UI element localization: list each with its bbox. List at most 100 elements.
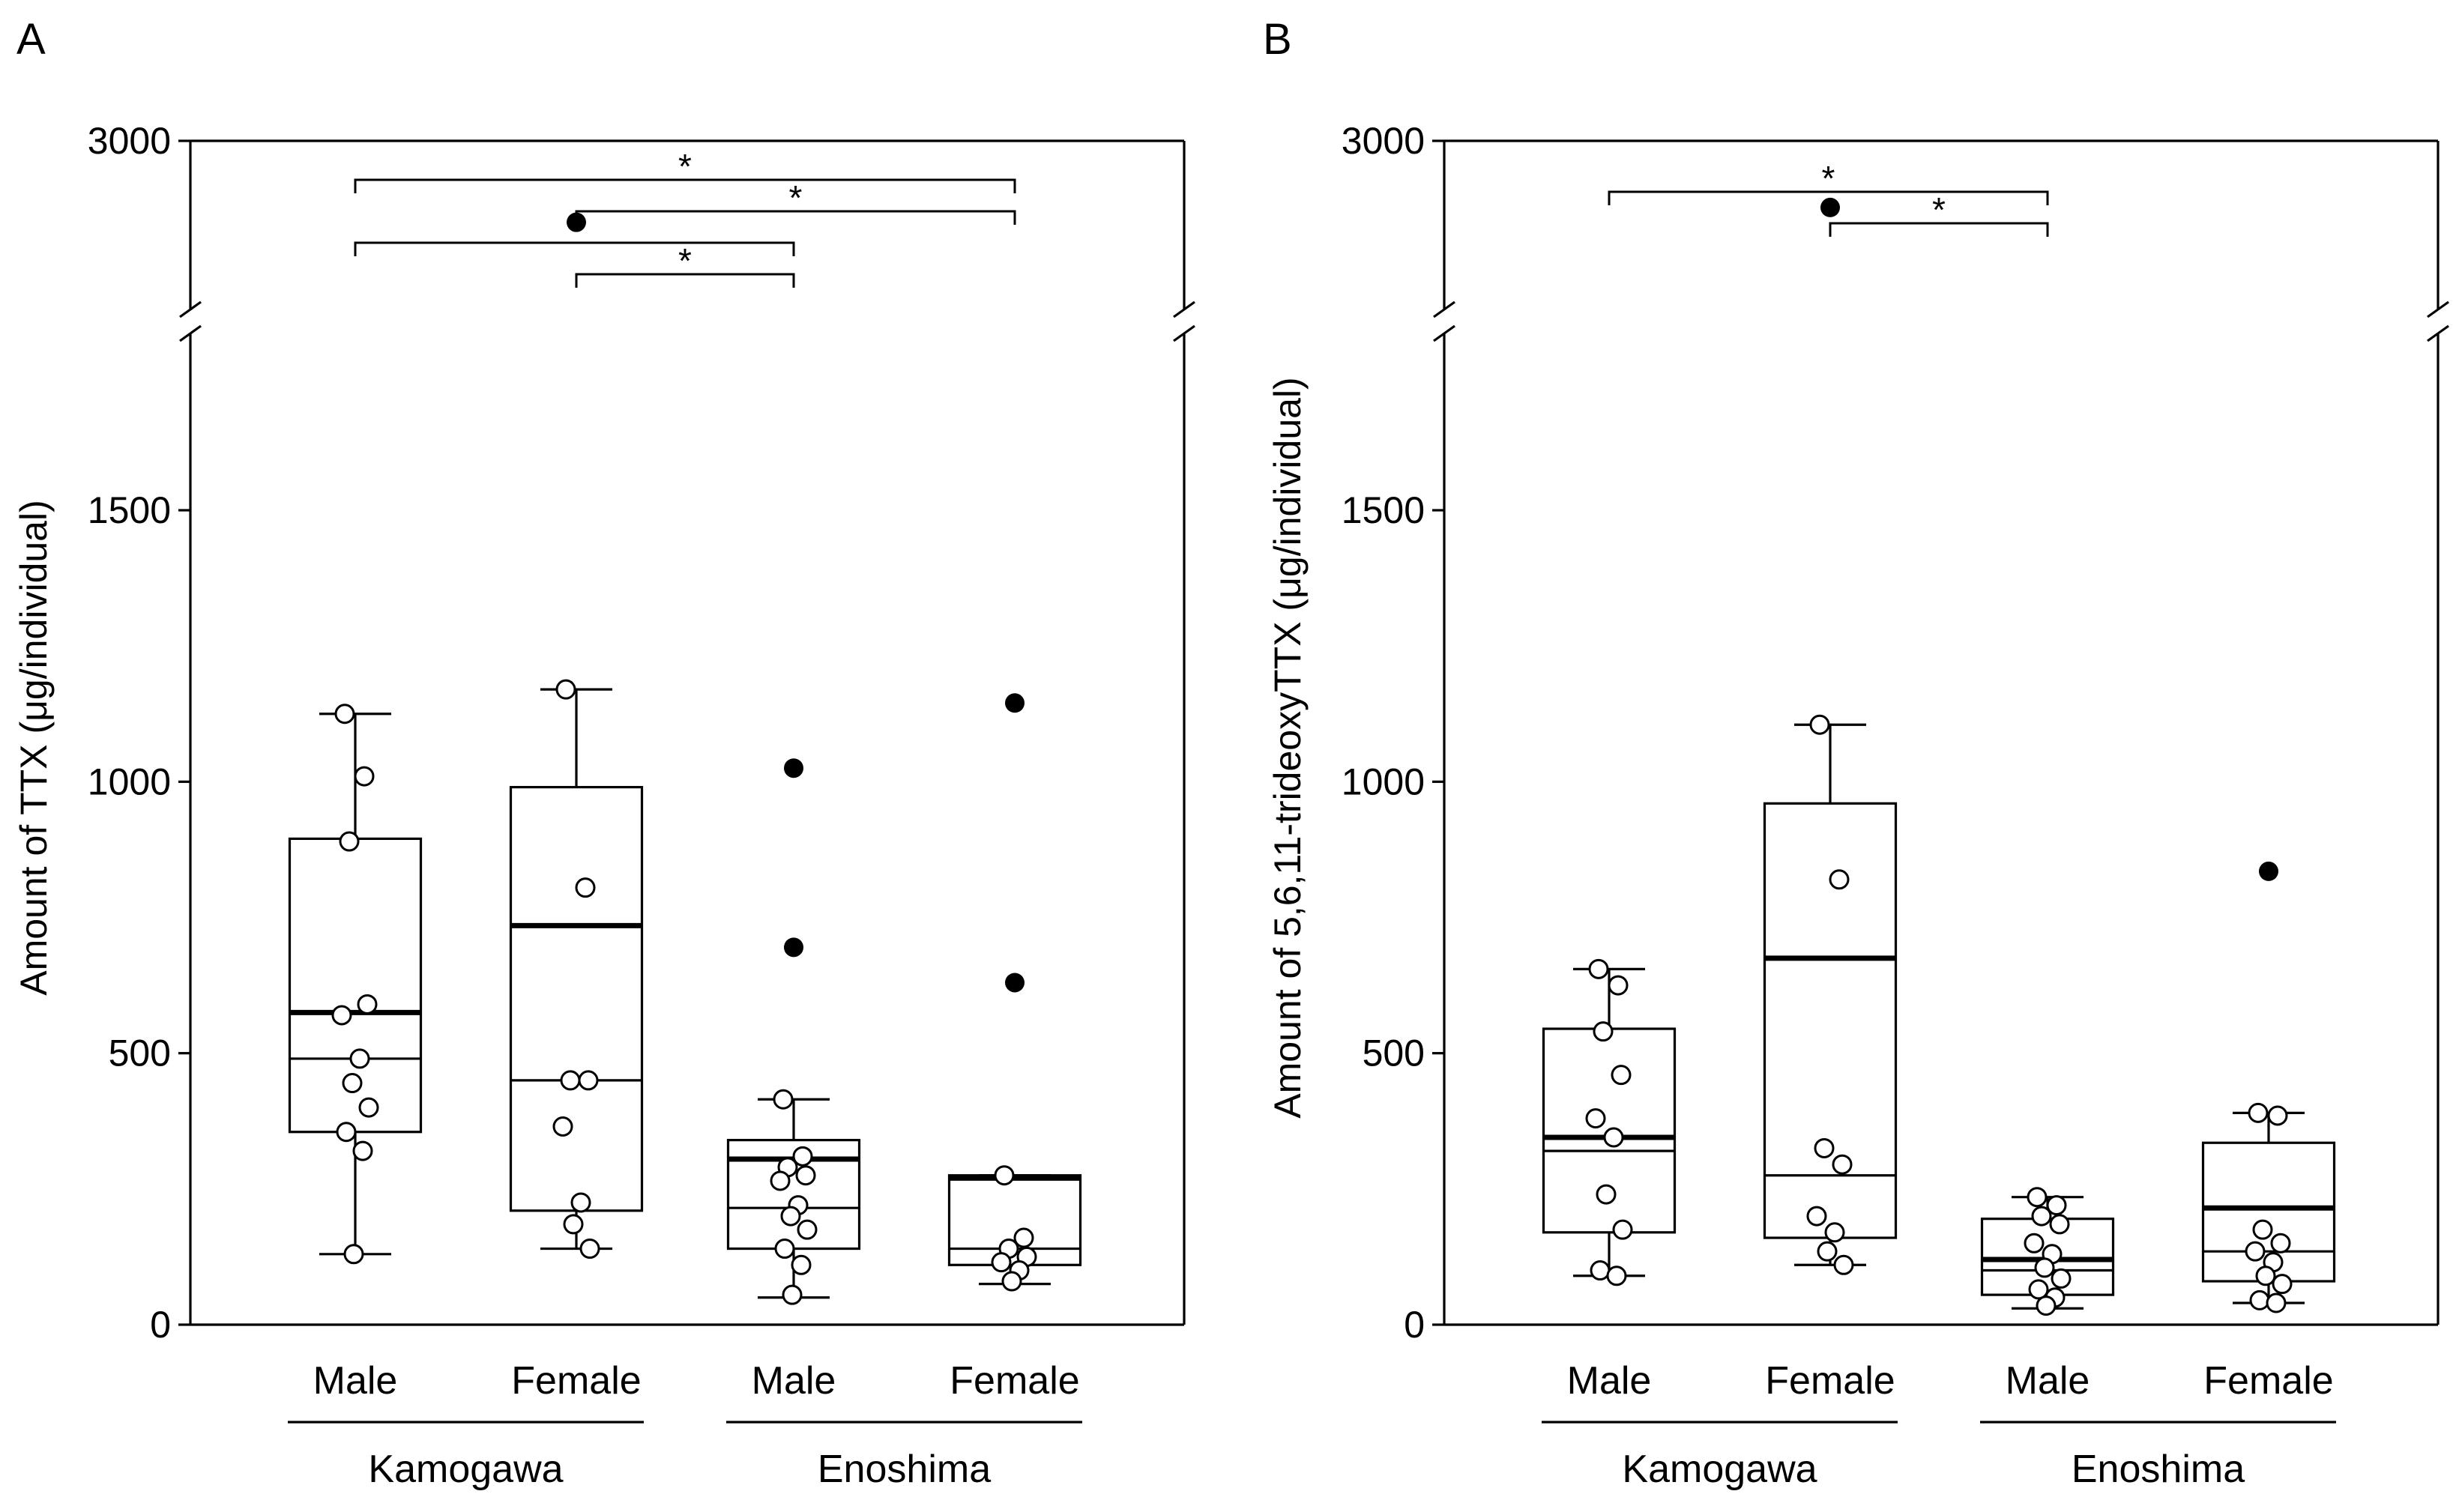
data-point bbox=[2266, 1292, 2287, 1313]
significance-star: * bbox=[789, 178, 803, 217]
data-point bbox=[331, 1005, 352, 1026]
y-axis-label: Amount of 5,6,11-trideoxyTTX (μg/individ… bbox=[1267, 377, 1309, 1118]
data-point bbox=[578, 1070, 599, 1091]
axis-break-mark-left bbox=[179, 324, 202, 342]
significance-star: * bbox=[678, 147, 692, 186]
group-label: Enoshima bbox=[2072, 1448, 2245, 1491]
data-point bbox=[2245, 1241, 2266, 1262]
data-point bbox=[555, 679, 576, 700]
outlier-point bbox=[1005, 973, 1025, 993]
data-point bbox=[552, 1116, 573, 1137]
data-point bbox=[357, 994, 378, 1014]
data-point bbox=[342, 1073, 363, 1094]
data-point bbox=[1814, 1137, 1835, 1158]
data-point bbox=[1809, 714, 1830, 735]
x-category-label: Male bbox=[1567, 1359, 1652, 1403]
data-point bbox=[575, 877, 596, 898]
significance-star: * bbox=[678, 241, 692, 280]
significance-bracket: * bbox=[575, 178, 1016, 225]
data-point bbox=[1585, 1108, 1606, 1129]
y-tick-label: 1000 bbox=[1342, 760, 1425, 802]
y-tick-label: 500 bbox=[1363, 1032, 1425, 1074]
outlier-point bbox=[2259, 861, 2278, 881]
data-point bbox=[1593, 1021, 1614, 1042]
data-point bbox=[570, 1192, 591, 1213]
data-point bbox=[797, 1219, 818, 1240]
data-point bbox=[334, 704, 355, 725]
x-category-label: Male bbox=[2006, 1359, 2090, 1403]
significance-bracket: * bbox=[575, 241, 795, 288]
data-point bbox=[1608, 975, 1629, 996]
outlier-point bbox=[1820, 197, 1840, 217]
data-point bbox=[2249, 1289, 2270, 1310]
box-1 bbox=[1542, 967, 1677, 1277]
significance-star: * bbox=[1822, 159, 1835, 198]
data-point bbox=[2270, 1233, 2291, 1254]
x-category-label: Female bbox=[1765, 1359, 1895, 1403]
significance-bracket: * bbox=[1608, 159, 2049, 205]
data-point bbox=[1806, 1206, 1827, 1227]
data-point bbox=[563, 1214, 584, 1235]
data-point bbox=[358, 1097, 379, 1118]
data-point bbox=[336, 1122, 357, 1143]
data-point bbox=[791, 1254, 812, 1275]
bracket-line bbox=[354, 178, 1016, 193]
group-label: Kamogawa bbox=[368, 1448, 563, 1491]
data-point bbox=[2267, 1105, 2288, 1126]
x-category-label: Male bbox=[752, 1359, 836, 1403]
y-axis-label: Amount of TTX (μg/individual) bbox=[13, 500, 55, 996]
data-point bbox=[782, 1284, 803, 1305]
box-2 bbox=[509, 688, 644, 1251]
significance-bracket: * bbox=[1829, 190, 2049, 237]
outlier-point bbox=[784, 758, 803, 778]
data-point bbox=[1829, 869, 1850, 890]
significance-star: * bbox=[568, 210, 582, 249]
y-tick-label: 500 bbox=[109, 1032, 171, 1074]
data-point bbox=[1612, 1219, 1633, 1240]
x-category-label: Female bbox=[511, 1359, 641, 1403]
data-point bbox=[1013, 1227, 1034, 1248]
group-label: Kamogawa bbox=[1622, 1448, 1817, 1491]
y-tick-label: 1500 bbox=[88, 489, 171, 531]
data-point bbox=[2248, 1102, 2269, 1123]
data-point bbox=[560, 1070, 581, 1091]
group-label: Enoshima bbox=[818, 1448, 991, 1491]
panel-a: A Amount of TTX (μg/individual) 0 500 1000 15… bbox=[13, 15, 1195, 1491]
significance-bracket: * bbox=[354, 147, 1016, 193]
data-point bbox=[1832, 1154, 1853, 1175]
axis-break-mark-right bbox=[2427, 300, 2449, 318]
bracket-line bbox=[1829, 222, 2049, 237]
data-point bbox=[2051, 1268, 2072, 1289]
data-point bbox=[2272, 1274, 2293, 1295]
data-point bbox=[2252, 1219, 2273, 1240]
data-point bbox=[2028, 1279, 2049, 1300]
panel-label: B bbox=[1263, 15, 1292, 64]
axis-break-mark-right bbox=[1173, 300, 1195, 318]
x-category-label: Female bbox=[2203, 1359, 2333, 1403]
box-iqr bbox=[509, 785, 644, 1212]
data-point bbox=[792, 1146, 813, 1167]
y-tick-label: 3000 bbox=[1342, 120, 1425, 162]
y-tick-label: 0 bbox=[1404, 1304, 1425, 1346]
data-point bbox=[770, 1170, 791, 1191]
data-point bbox=[343, 1244, 364, 1265]
data-point bbox=[349, 1048, 370, 1069]
y-tick-label: 1000 bbox=[88, 760, 171, 802]
axis-break-mark-right bbox=[2427, 324, 2449, 342]
bracket-line bbox=[575, 210, 1016, 225]
data-point bbox=[1824, 1222, 1845, 1243]
y-tick-label: 0 bbox=[150, 1304, 171, 1346]
data-point bbox=[795, 1165, 816, 1186]
data-point bbox=[354, 766, 375, 787]
axis-break-mark-right bbox=[1173, 324, 1195, 342]
data-point bbox=[1588, 958, 1609, 979]
bracket-line bbox=[1608, 190, 2049, 205]
data-point bbox=[352, 1140, 373, 1161]
y-tick-label: 1500 bbox=[1342, 489, 1425, 531]
data-point bbox=[2031, 1206, 2052, 1227]
axis-break-mark-left bbox=[179, 300, 202, 318]
box-1 bbox=[288, 713, 423, 1256]
axis-break-mark-left bbox=[1433, 324, 1455, 342]
data-point bbox=[1833, 1254, 1854, 1275]
